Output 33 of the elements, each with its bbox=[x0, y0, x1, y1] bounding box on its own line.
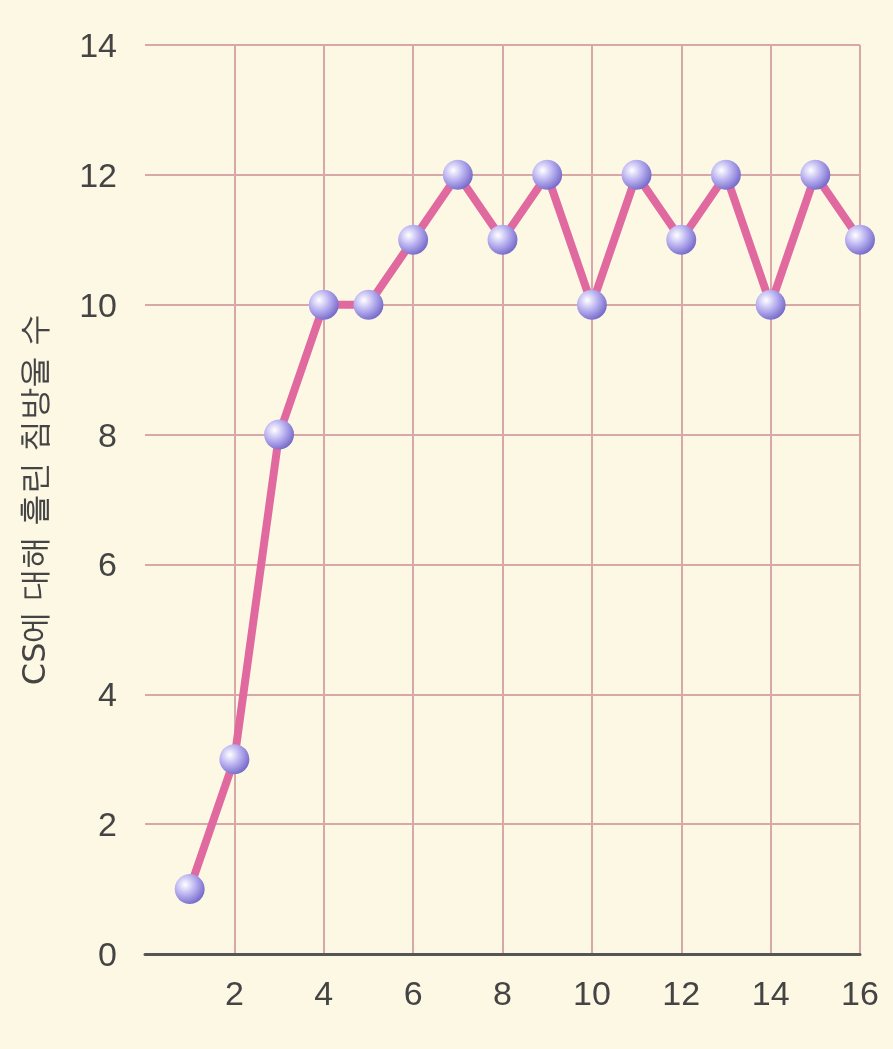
point bbox=[308, 289, 339, 320]
point bbox=[666, 224, 697, 255]
y-tick-label: 0 bbox=[98, 935, 117, 973]
point bbox=[442, 159, 473, 190]
x-tick-label: 6 bbox=[403, 974, 423, 1012]
point bbox=[398, 224, 429, 255]
x-tick-label: 16 bbox=[841, 974, 879, 1012]
point bbox=[219, 744, 250, 775]
y-tick-label: 14 bbox=[79, 26, 117, 64]
point bbox=[621, 159, 652, 190]
y-tick-label: 4 bbox=[98, 675, 117, 714]
point bbox=[755, 289, 786, 320]
x-tick-label: 4 bbox=[314, 974, 334, 1012]
x-tick-label: 8 bbox=[493, 974, 512, 1012]
point bbox=[174, 874, 205, 905]
y-tick-label: 8 bbox=[98, 415, 117, 454]
y-tick-label: 12 bbox=[79, 155, 117, 194]
y-tick-label: 6 bbox=[98, 545, 117, 584]
point bbox=[487, 224, 518, 255]
x-tick-label: 10 bbox=[572, 974, 611, 1012]
point bbox=[264, 419, 295, 450]
x-tick-label: 14 bbox=[751, 974, 790, 1012]
y-tick-label: 10 bbox=[79, 285, 117, 324]
point bbox=[845, 224, 875, 255]
x-tick-label: 2 bbox=[224, 974, 244, 1012]
y-axis-title: CS에 대해 흘린 침방울 수 bbox=[15, 313, 53, 686]
point bbox=[532, 159, 563, 190]
x-tick-label: 12 bbox=[662, 974, 701, 1012]
point bbox=[710, 159, 741, 190]
point bbox=[800, 159, 831, 190]
point bbox=[576, 289, 607, 320]
point bbox=[353, 289, 384, 320]
y-tick-label: 2 bbox=[98, 805, 117, 844]
